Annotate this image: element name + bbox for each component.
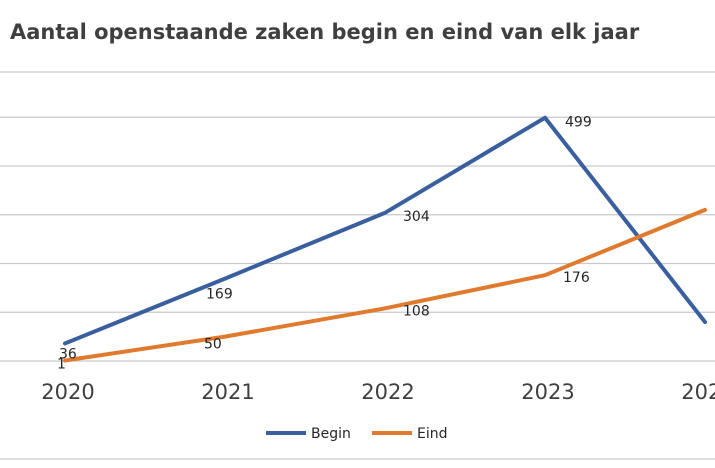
series-line-begin [63,115,707,346]
data-label-eind-2021: 50 [204,337,222,353]
data-label-eind-2023: 176 [563,270,590,286]
legend-label-eind: Eind [417,426,448,442]
x-tick-label-2022: 2022 [361,380,414,404]
x-tick-label-2023: 2023 [521,380,574,404]
data-label-begin-2021: 169 [206,287,233,303]
data-label-begin-2022: 304 [403,209,430,225]
data-label-begin-2020: 36 [59,346,77,362]
series-line-eind [63,207,707,363]
legend-label-begin: Begin [311,426,351,442]
chart-title: Aantal openstaande zaken begin en eind v… [10,20,640,44]
x-tick-label-2021: 2021 [201,380,254,404]
x-tick-label-2020: 2020 [41,380,94,404]
data-label-eind-2022: 108 [403,303,430,319]
data-label-eind-2020: 1 [57,357,66,373]
data-label-begin-2023: 499 [565,115,592,131]
x-tick-label-2024: 2024 [681,380,715,404]
